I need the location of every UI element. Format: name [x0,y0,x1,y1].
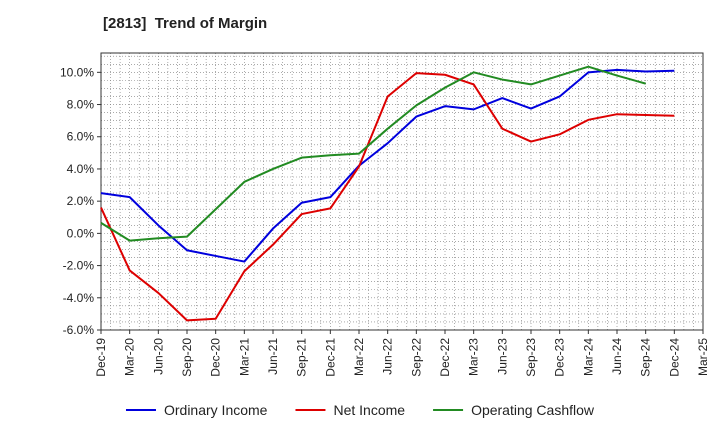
x-tick-label: Dec-24 [667,338,681,377]
x-tick-label: Jun-23 [495,338,509,375]
x-tick-label: Mar-21 [237,338,251,376]
x-tick-label: Mar-23 [467,338,481,376]
x-tick-label: Sep-22 [409,338,423,377]
y-tick-label: 4.0% [67,162,95,176]
x-tick-label: Dec-22 [438,338,452,377]
x-tick-label: Dec-19 [94,338,108,377]
x-tick-label: Mar-25 [696,338,710,376]
series-line-net-income [100,72,675,322]
y-tick-label: -6.0% [63,323,95,337]
y-tick-label: 6.0% [67,130,95,144]
legend-label-operating-cashflow: Operating Cashflow [471,402,595,418]
x-tick-label: Sep-20 [180,338,194,377]
y-tick-label: 8.0% [67,98,95,112]
y-tick-label: 2.0% [67,194,95,208]
series-line-operating-cashflow [100,65,646,242]
x-tick-label: Sep-23 [524,338,538,377]
x-tick-label: Mar-24 [581,338,595,376]
x-tick-label: Jun-22 [381,338,395,375]
x-tick-label: Dec-21 [323,338,337,377]
x-tick-label: Dec-20 [209,338,223,377]
y-tick-label: -2.0% [63,259,95,273]
x-tick-label: Jun-24 [610,338,624,375]
legend-label-ordinary-income: Ordinary Income [164,402,268,418]
legend-label-net-income: Net Income [333,402,405,418]
x-tick-label: Dec-23 [553,338,567,377]
y-tick-label: -4.0% [63,291,95,305]
chart-title: [2813] Trend of Margin [103,15,268,32]
series-line-ordinary-income [100,68,675,263]
plot-area [101,53,703,330]
x-tick-label: Sep-24 [639,338,653,377]
x-tick-label: Mar-20 [123,338,137,376]
x-tick-label: Sep-21 [295,338,309,377]
x-tick-label: Mar-22 [352,338,366,376]
plot-frame [100,52,704,331]
x-tick-label: Jun-20 [151,338,165,375]
y-tick-label: 0.0% [67,226,95,240]
x-tick-label: Jun-21 [266,338,280,375]
y-tick-label: 10.0% [60,65,94,79]
